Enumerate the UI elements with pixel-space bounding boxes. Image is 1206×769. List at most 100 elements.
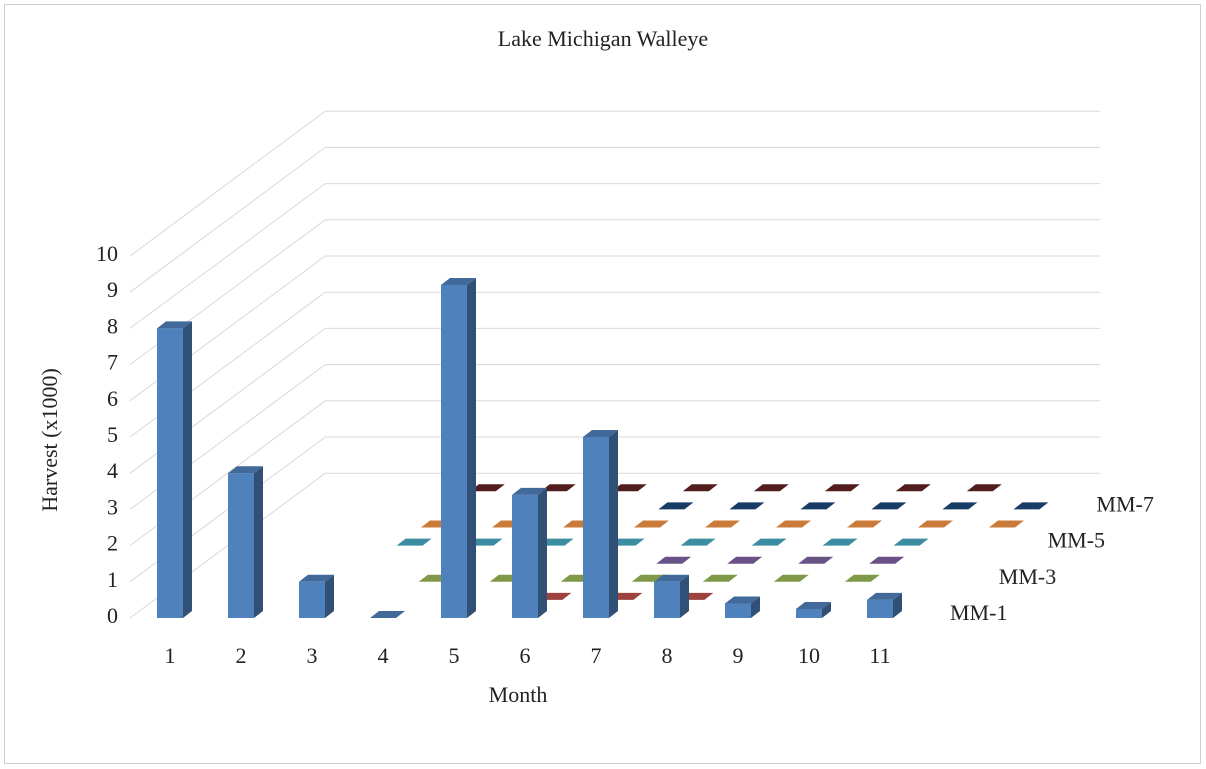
- bar: [370, 611, 405, 618]
- bar-top: [228, 466, 263, 474]
- bar-side: [822, 602, 831, 618]
- bar: [942, 502, 978, 510]
- x-axis-title: Month: [489, 682, 548, 707]
- bar: [469, 484, 505, 492]
- labels: 0 1 2 3 4 5 6 7 8 9 10 1 2 3 4 5 6 7 8 9 10 11 MM-1 MM-3 MM-5 MM-…: [96, 241, 1154, 668]
- bar-top: [512, 487, 547, 495]
- bar-side: [467, 278, 476, 618]
- x-tick-label: 10: [798, 643, 820, 668]
- x-tick-label: 9: [733, 643, 744, 668]
- bar: [538, 538, 574, 546]
- bar: [682, 484, 718, 492]
- bar-top: [680, 538, 716, 546]
- bar-top: [538, 538, 574, 546]
- bar-top: [467, 538, 503, 546]
- bar-top: [776, 520, 811, 528]
- bar: [822, 538, 858, 546]
- x-tick-label: 2: [236, 643, 247, 668]
- bar-top: [299, 574, 334, 582]
- bar-front: [157, 328, 183, 618]
- bar: [611, 484, 647, 492]
- bar-top: [540, 484, 576, 492]
- chart-title: Lake Michigan Walleye: [498, 26, 708, 51]
- depth-tick-label: MM-5: [1048, 528, 1105, 553]
- bar-front: [299, 581, 325, 618]
- bar: [680, 538, 716, 546]
- y-tick-label: 0: [107, 603, 118, 628]
- bar-top: [867, 592, 902, 600]
- bar: [824, 484, 860, 492]
- bar-side: [254, 466, 263, 618]
- bar-top: [989, 520, 1024, 528]
- bar-front: [512, 494, 538, 618]
- bar-top: [966, 484, 1002, 492]
- bar-front: [654, 581, 680, 618]
- bar-top: [634, 520, 669, 528]
- x-tick-label: 3: [307, 643, 318, 668]
- bar: [656, 556, 692, 564]
- bar: [467, 538, 503, 546]
- bar: [512, 487, 547, 618]
- bar-top: [583, 430, 618, 437]
- bar-top: [682, 484, 718, 492]
- y-tick-label: 4: [107, 458, 118, 483]
- bar-top: [895, 484, 931, 492]
- bar-top: [869, 556, 905, 564]
- y-axis-title: Harvest (x1000): [37, 368, 62, 512]
- bar-top: [824, 484, 860, 492]
- bar: [918, 520, 953, 528]
- y-tick-label: 2: [107, 531, 118, 556]
- bar-front: [583, 437, 609, 618]
- bar-top: [157, 321, 192, 329]
- bar-side: [893, 592, 902, 618]
- bar: [654, 574, 689, 618]
- bar-top: [822, 538, 858, 546]
- bar-top: [727, 556, 763, 564]
- bar-top: [1013, 502, 1049, 510]
- depth-tick-label: MM-7: [1096, 491, 1153, 516]
- chart-frame: [4, 4, 1201, 764]
- bar-top: [654, 574, 689, 582]
- bar-top: [844, 574, 880, 582]
- bar-side: [183, 321, 192, 618]
- bar-side: [680, 574, 689, 618]
- bar-side: [609, 430, 618, 618]
- bar-top: [441, 278, 476, 285]
- bar: [705, 520, 740, 528]
- bar: [702, 574, 738, 582]
- bar: [228, 466, 263, 618]
- bar-top: [893, 538, 929, 546]
- x-tick-label: 5: [449, 643, 460, 668]
- bar: [844, 574, 880, 582]
- bar-top: [370, 611, 405, 618]
- bar: [966, 484, 1002, 492]
- bar-front: [228, 473, 254, 618]
- bar-top: [918, 520, 953, 528]
- bar-top: [725, 596, 760, 604]
- bar: [776, 520, 811, 528]
- side-grid-line: [129, 146, 326, 293]
- bar: [583, 430, 618, 618]
- y-tick-label: 1: [107, 567, 118, 592]
- depth-tick-label: MM-1: [950, 600, 1007, 625]
- side-grid-line: [129, 183, 326, 329]
- bar-front: [441, 284, 467, 618]
- y-tick-label: 8: [107, 313, 118, 338]
- bar-top: [800, 502, 836, 510]
- bar-side: [751, 596, 760, 618]
- bar: [800, 502, 836, 510]
- x-tick-label: 11: [869, 643, 890, 668]
- bar-top: [871, 502, 907, 510]
- bar: [540, 484, 576, 492]
- x-tick-label: 8: [662, 643, 673, 668]
- bar-top: [798, 556, 834, 564]
- bar: [1013, 502, 1049, 510]
- y-tick-label: 3: [107, 494, 118, 519]
- bar: [796, 602, 831, 618]
- bar: [751, 538, 787, 546]
- bar-side: [538, 487, 547, 618]
- bar: [157, 321, 192, 618]
- side-grid-line: [129, 110, 326, 257]
- bar: [867, 592, 902, 618]
